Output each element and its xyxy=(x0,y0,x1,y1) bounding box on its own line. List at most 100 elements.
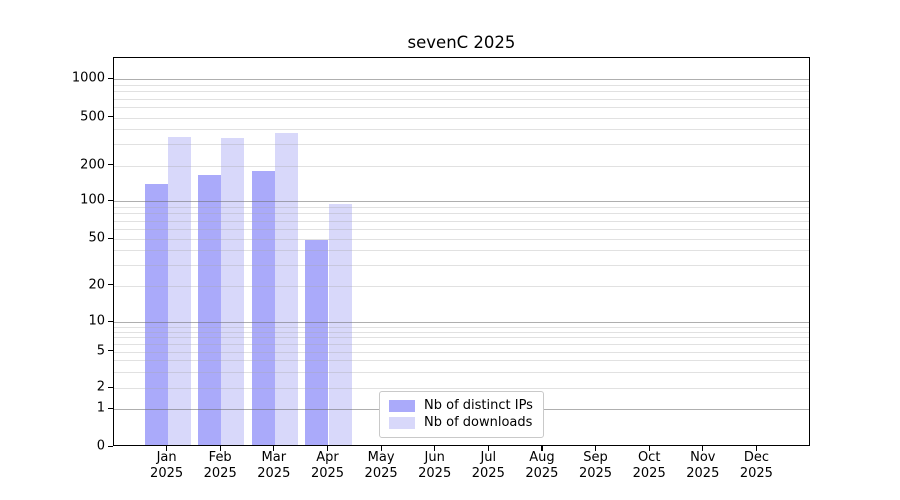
legend-swatch-distinct-ips-icon xyxy=(389,400,415,412)
y-tick-label: 0 xyxy=(96,438,105,454)
x-tick-label-mar: Mar 2025 xyxy=(242,450,306,482)
y-tick-label: 50 xyxy=(88,230,105,246)
legend: Nb of distinct IPs Nb of downloads xyxy=(379,391,544,438)
bar-distinct-ips-apr xyxy=(305,240,329,445)
y-tick-label: 200 xyxy=(80,157,105,172)
x-tick-month: Jul xyxy=(480,450,497,465)
x-tick-year: 2025 xyxy=(686,466,720,481)
x-tick-label-apr: Apr 2025 xyxy=(296,450,360,482)
x-tick-mark xyxy=(487,446,489,451)
y-tick-label: 20 xyxy=(88,277,105,292)
x-tick-year: 2025 xyxy=(203,466,237,481)
y-tick-mark xyxy=(108,164,113,166)
gridline-minor xyxy=(114,98,809,100)
gridline-minor xyxy=(114,220,809,222)
x-tick-month: Sep xyxy=(583,450,608,465)
gridline-minor xyxy=(114,343,809,345)
gridline-minor xyxy=(114,388,809,389)
y-tick-label: 1 xyxy=(96,400,105,416)
x-tick-mark xyxy=(166,446,168,451)
gridline-major xyxy=(114,322,809,323)
gridline-minor xyxy=(114,213,809,215)
x-tick-month: May xyxy=(367,450,395,465)
bar-downloads-jan xyxy=(167,136,191,445)
gridline-minor xyxy=(114,84,809,86)
x-tick-month: Dec xyxy=(743,450,769,465)
x-tick-month: Aug xyxy=(529,450,555,465)
x-tick-label-jan: Jan 2025 xyxy=(135,450,199,482)
x-tick-year: 2025 xyxy=(257,466,291,481)
y-tick-mark xyxy=(108,77,113,79)
x-tick-label-nov: Nov 2025 xyxy=(671,450,735,482)
y-tick-mark xyxy=(108,284,113,286)
gridline-minor xyxy=(114,360,809,362)
chart-title: sevenC 2025 xyxy=(407,33,516,52)
gridline-minor xyxy=(114,91,809,93)
bar-distinct-ips-jan xyxy=(144,183,168,445)
gridline-minor xyxy=(114,239,809,240)
gridline-minor xyxy=(114,117,809,119)
grid-layer xyxy=(114,58,809,445)
legend-label-distinct-ips: Nb of distinct IPs xyxy=(424,398,533,413)
y-tick-label: 100 xyxy=(80,192,105,208)
x-tick-month: Jun xyxy=(424,450,445,465)
x-tick-year: 2025 xyxy=(632,466,666,481)
x-tick-year: 2025 xyxy=(578,466,613,481)
x-tick-month: Mar xyxy=(261,450,287,465)
y-tick-label: 1000 xyxy=(71,70,105,86)
x-tick-mark xyxy=(327,446,329,451)
gridline-minor xyxy=(114,371,809,373)
gridline-major xyxy=(114,201,809,202)
bar-distinct-ips-feb xyxy=(198,175,222,445)
x-tick-label-oct: Oct 2025 xyxy=(617,450,681,482)
x-tick-month: Jan xyxy=(156,450,177,465)
bars-layer xyxy=(114,58,809,445)
x-tick-mark xyxy=(702,446,704,451)
legend-item-distinct-ips: Nb of distinct IPs xyxy=(389,398,534,414)
x-tick-year: 2025 xyxy=(525,466,559,481)
bar-downloads-apr xyxy=(328,204,352,445)
gridline-minor xyxy=(114,337,809,339)
y-tick-label: 2 xyxy=(96,379,105,395)
bar-distinct-ips-mar xyxy=(251,170,275,445)
x-tick-label-may: May 2025 xyxy=(349,450,413,482)
x-tick-mark xyxy=(648,446,650,451)
gridline-major xyxy=(114,79,809,80)
y-tick-mark xyxy=(108,407,113,409)
x-tick-year: 2025 xyxy=(310,466,345,481)
x-tick-label-jun: Jun 2025 xyxy=(403,450,467,482)
x-tick-month: Apr xyxy=(316,450,339,465)
x-tick-label-sep: Sep 2025 xyxy=(564,450,628,482)
gridline-minor xyxy=(114,264,809,266)
gridline-minor xyxy=(114,129,809,131)
gridline-minor xyxy=(114,165,809,167)
y-tick-label: 5 xyxy=(96,343,105,358)
y-tick-mark xyxy=(108,350,113,352)
x-tick-mark xyxy=(755,446,758,451)
y-tick-label: 500 xyxy=(80,109,105,124)
x-tick-month: Feb xyxy=(208,450,232,465)
x-tick-year: 2025 xyxy=(471,466,505,481)
x-tick-year: 2025 xyxy=(364,466,398,481)
x-tick-label-feb: Feb 2025 xyxy=(188,450,252,482)
y-tick-mark xyxy=(108,320,113,322)
x-tick-month: Oct xyxy=(637,450,661,465)
x-tick-mark xyxy=(219,446,221,451)
gridline-minor xyxy=(114,351,809,353)
x-tick-year: 2025 xyxy=(150,466,184,481)
gridline-minor xyxy=(114,326,809,328)
x-tick-label-dec: Dec 2025 xyxy=(724,450,788,482)
y-tick-mark xyxy=(108,116,113,118)
legend-item-downloads: Nb of downloads xyxy=(389,415,534,431)
y-tick-mark xyxy=(108,199,113,201)
x-tick-mark xyxy=(595,446,597,451)
bar-downloads-feb xyxy=(221,138,245,445)
bar-downloads-mar xyxy=(274,133,298,445)
y-tick-mark xyxy=(108,386,113,388)
gridline-minor xyxy=(114,206,809,208)
y-tick-mark xyxy=(108,237,113,239)
x-tick-label-aug: Aug 2025 xyxy=(510,450,574,482)
plot-area xyxy=(113,57,810,446)
x-tick-year: 2025 xyxy=(739,466,773,481)
legend-swatch-downloads-icon xyxy=(389,417,415,429)
